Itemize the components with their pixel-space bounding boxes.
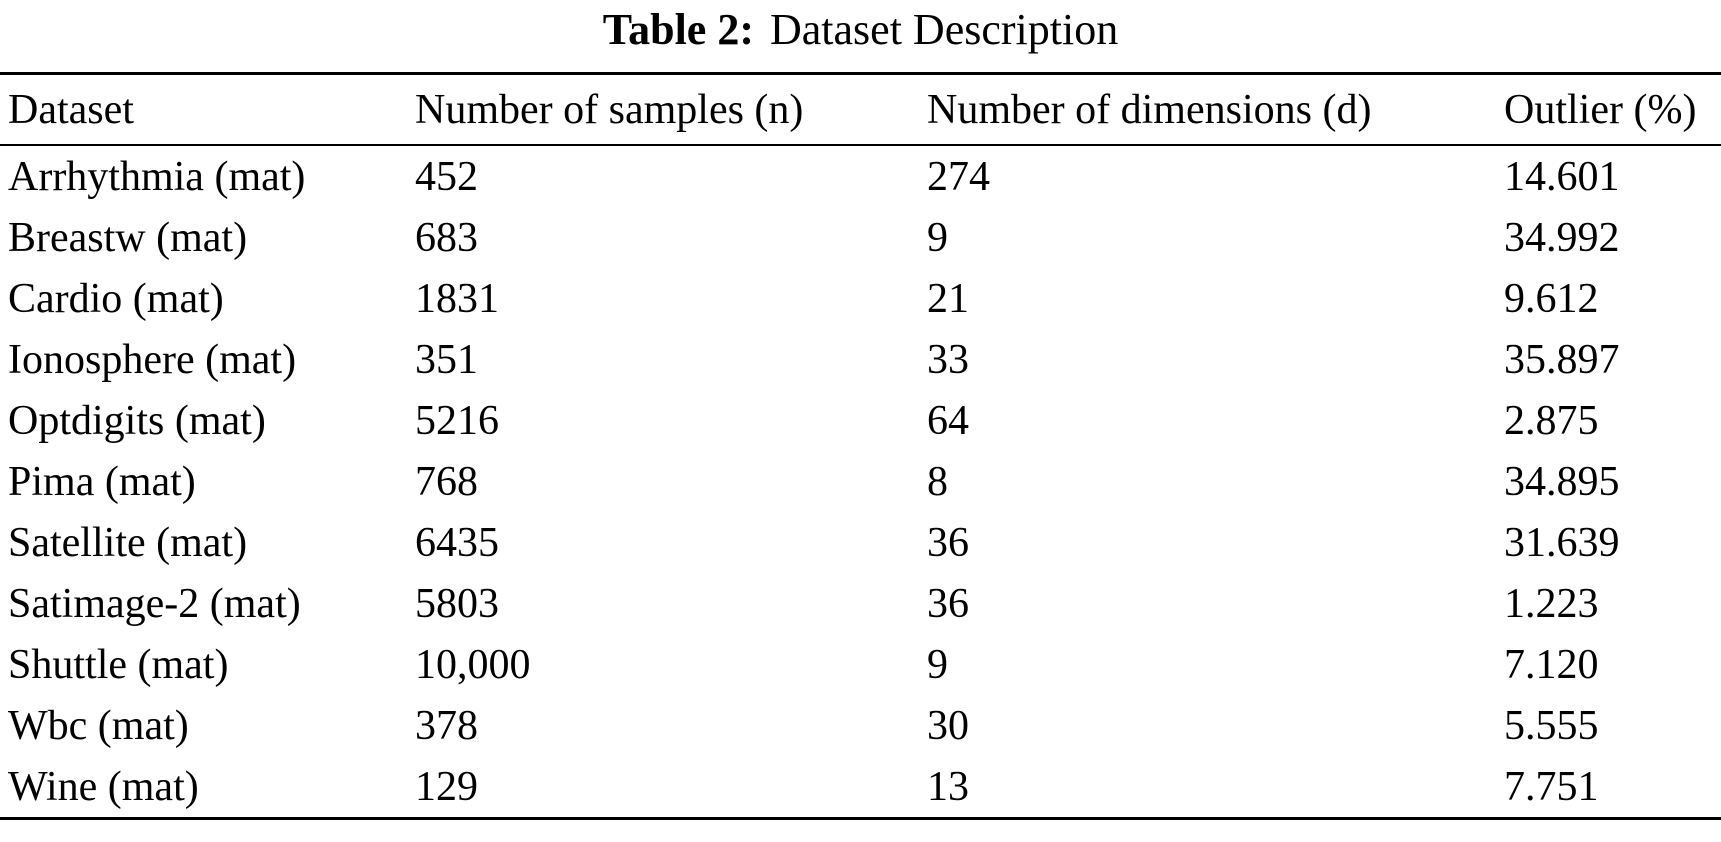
cell-dataset-name: Ionosphere (mat) <box>8 336 297 383</box>
table-row: Shuttle (mat) 10,000 9 7.120 <box>0 634 1721 695</box>
table-row: Pima (mat) 768 8 34.895 <box>0 451 1721 512</box>
cell-num-samples: 768 <box>415 458 478 505</box>
cell-num-dimensions: 8 <box>927 458 948 505</box>
cell-num-dimensions: 30 <box>927 702 969 749</box>
table-row: Arrhythmia (mat) 452 274 14.601 <box>0 145 1721 207</box>
cell-outlier-pct: 34.992 <box>1504 214 1620 261</box>
table-caption-text: Dataset Description <box>769 5 1119 54</box>
table-row: Cardio (mat) 1831 21 9.612 <box>0 268 1721 329</box>
column-header-num-dimensions: Number of dimensions (d) <box>927 73 1504 146</box>
cell-num-samples: 10,000 <box>415 641 531 688</box>
cell-outlier-pct: 2.875 <box>1504 397 1599 444</box>
cell-num-samples: 5803 <box>415 580 499 627</box>
column-header-num-samples: Number of samples (n) <box>415 73 927 146</box>
table-row: Optdigits (mat) 5216 64 2.875 <box>0 390 1721 451</box>
table-caption: Table 2: Dataset Description <box>0 0 1721 72</box>
cell-outlier-pct: 1.223 <box>1504 580 1599 627</box>
cell-num-samples: 1831 <box>415 275 499 322</box>
table-row: Satellite (mat) 6435 36 31.639 <box>0 512 1721 573</box>
cell-num-dimensions: 13 <box>927 756 1504 820</box>
cell-outlier-pct: 34.895 <box>1504 458 1620 505</box>
cell-outlier-pct: 5.555 <box>1504 702 1599 749</box>
cell-num-samples: 378 <box>415 702 478 749</box>
column-header-dataset: Dataset <box>0 73 415 146</box>
cell-num-samples: 452 <box>415 153 478 200</box>
cell-num-dimensions: 9 <box>927 641 948 688</box>
cell-dataset-name: Satimage-2 (mat) <box>8 580 301 627</box>
cell-num-dimensions: 33 <box>927 336 969 383</box>
cell-outlier-pct: 7.120 <box>1504 641 1599 688</box>
dataset-description-table: Dataset Number of samples (n) Number of … <box>0 72 1721 820</box>
table-caption-label: Table 2: <box>602 5 754 54</box>
table-row: Wine (mat) 129 13 7.751 <box>0 756 1721 820</box>
table-row: Satimage-2 (mat) 5803 36 1.223 <box>0 573 1721 634</box>
cell-num-dimensions: 64 <box>927 397 969 444</box>
cell-dataset-name: Pima (mat) <box>8 458 196 505</box>
cell-dataset-name: Arrhythmia (mat) <box>8 153 306 200</box>
cell-outlier-pct: 7.751 <box>1504 756 1721 820</box>
cell-num-samples: 129 <box>415 756 927 820</box>
cell-dataset-name: Breastw (mat) <box>8 214 248 261</box>
cell-dataset-name: Wbc (mat) <box>8 702 189 749</box>
table-row: Wbc (mat) 378 30 5.555 <box>0 695 1721 756</box>
cell-num-dimensions: 274 <box>927 153 990 200</box>
table-row: Ionosphere (mat) 351 33 35.897 <box>0 329 1721 390</box>
cell-outlier-pct: 9.612 <box>1504 275 1599 322</box>
cell-outlier-pct: 14.601 <box>1504 153 1620 200</box>
cell-num-dimensions: 36 <box>927 519 969 566</box>
cell-outlier-pct: 35.897 <box>1504 336 1620 383</box>
cell-num-samples: 5216 <box>415 397 499 444</box>
cell-num-dimensions: 21 <box>927 275 969 322</box>
column-header-outlier-pct: Outlier (%) <box>1504 73 1721 146</box>
cell-dataset-name: Cardio (mat) <box>8 275 224 322</box>
table-header-row: Dataset Number of samples (n) Number of … <box>0 73 1721 146</box>
cell-dataset-name: Shuttle (mat) <box>8 641 229 688</box>
cell-outlier-pct: 31.639 <box>1504 519 1620 566</box>
cell-dataset-name: Satellite (mat) <box>8 519 248 566</box>
cell-dataset-name: Optdigits (mat) <box>8 397 266 444</box>
cell-dataset-name: Wine (mat) <box>0 756 415 820</box>
table-row: Breastw (mat) 683 9 34.992 <box>0 207 1721 268</box>
cell-num-samples: 683 <box>415 214 478 261</box>
cell-num-dimensions: 36 <box>927 580 969 627</box>
cell-num-dimensions: 9 <box>927 214 948 261</box>
cell-num-samples: 6435 <box>415 519 499 566</box>
cell-num-samples: 351 <box>415 336 478 383</box>
